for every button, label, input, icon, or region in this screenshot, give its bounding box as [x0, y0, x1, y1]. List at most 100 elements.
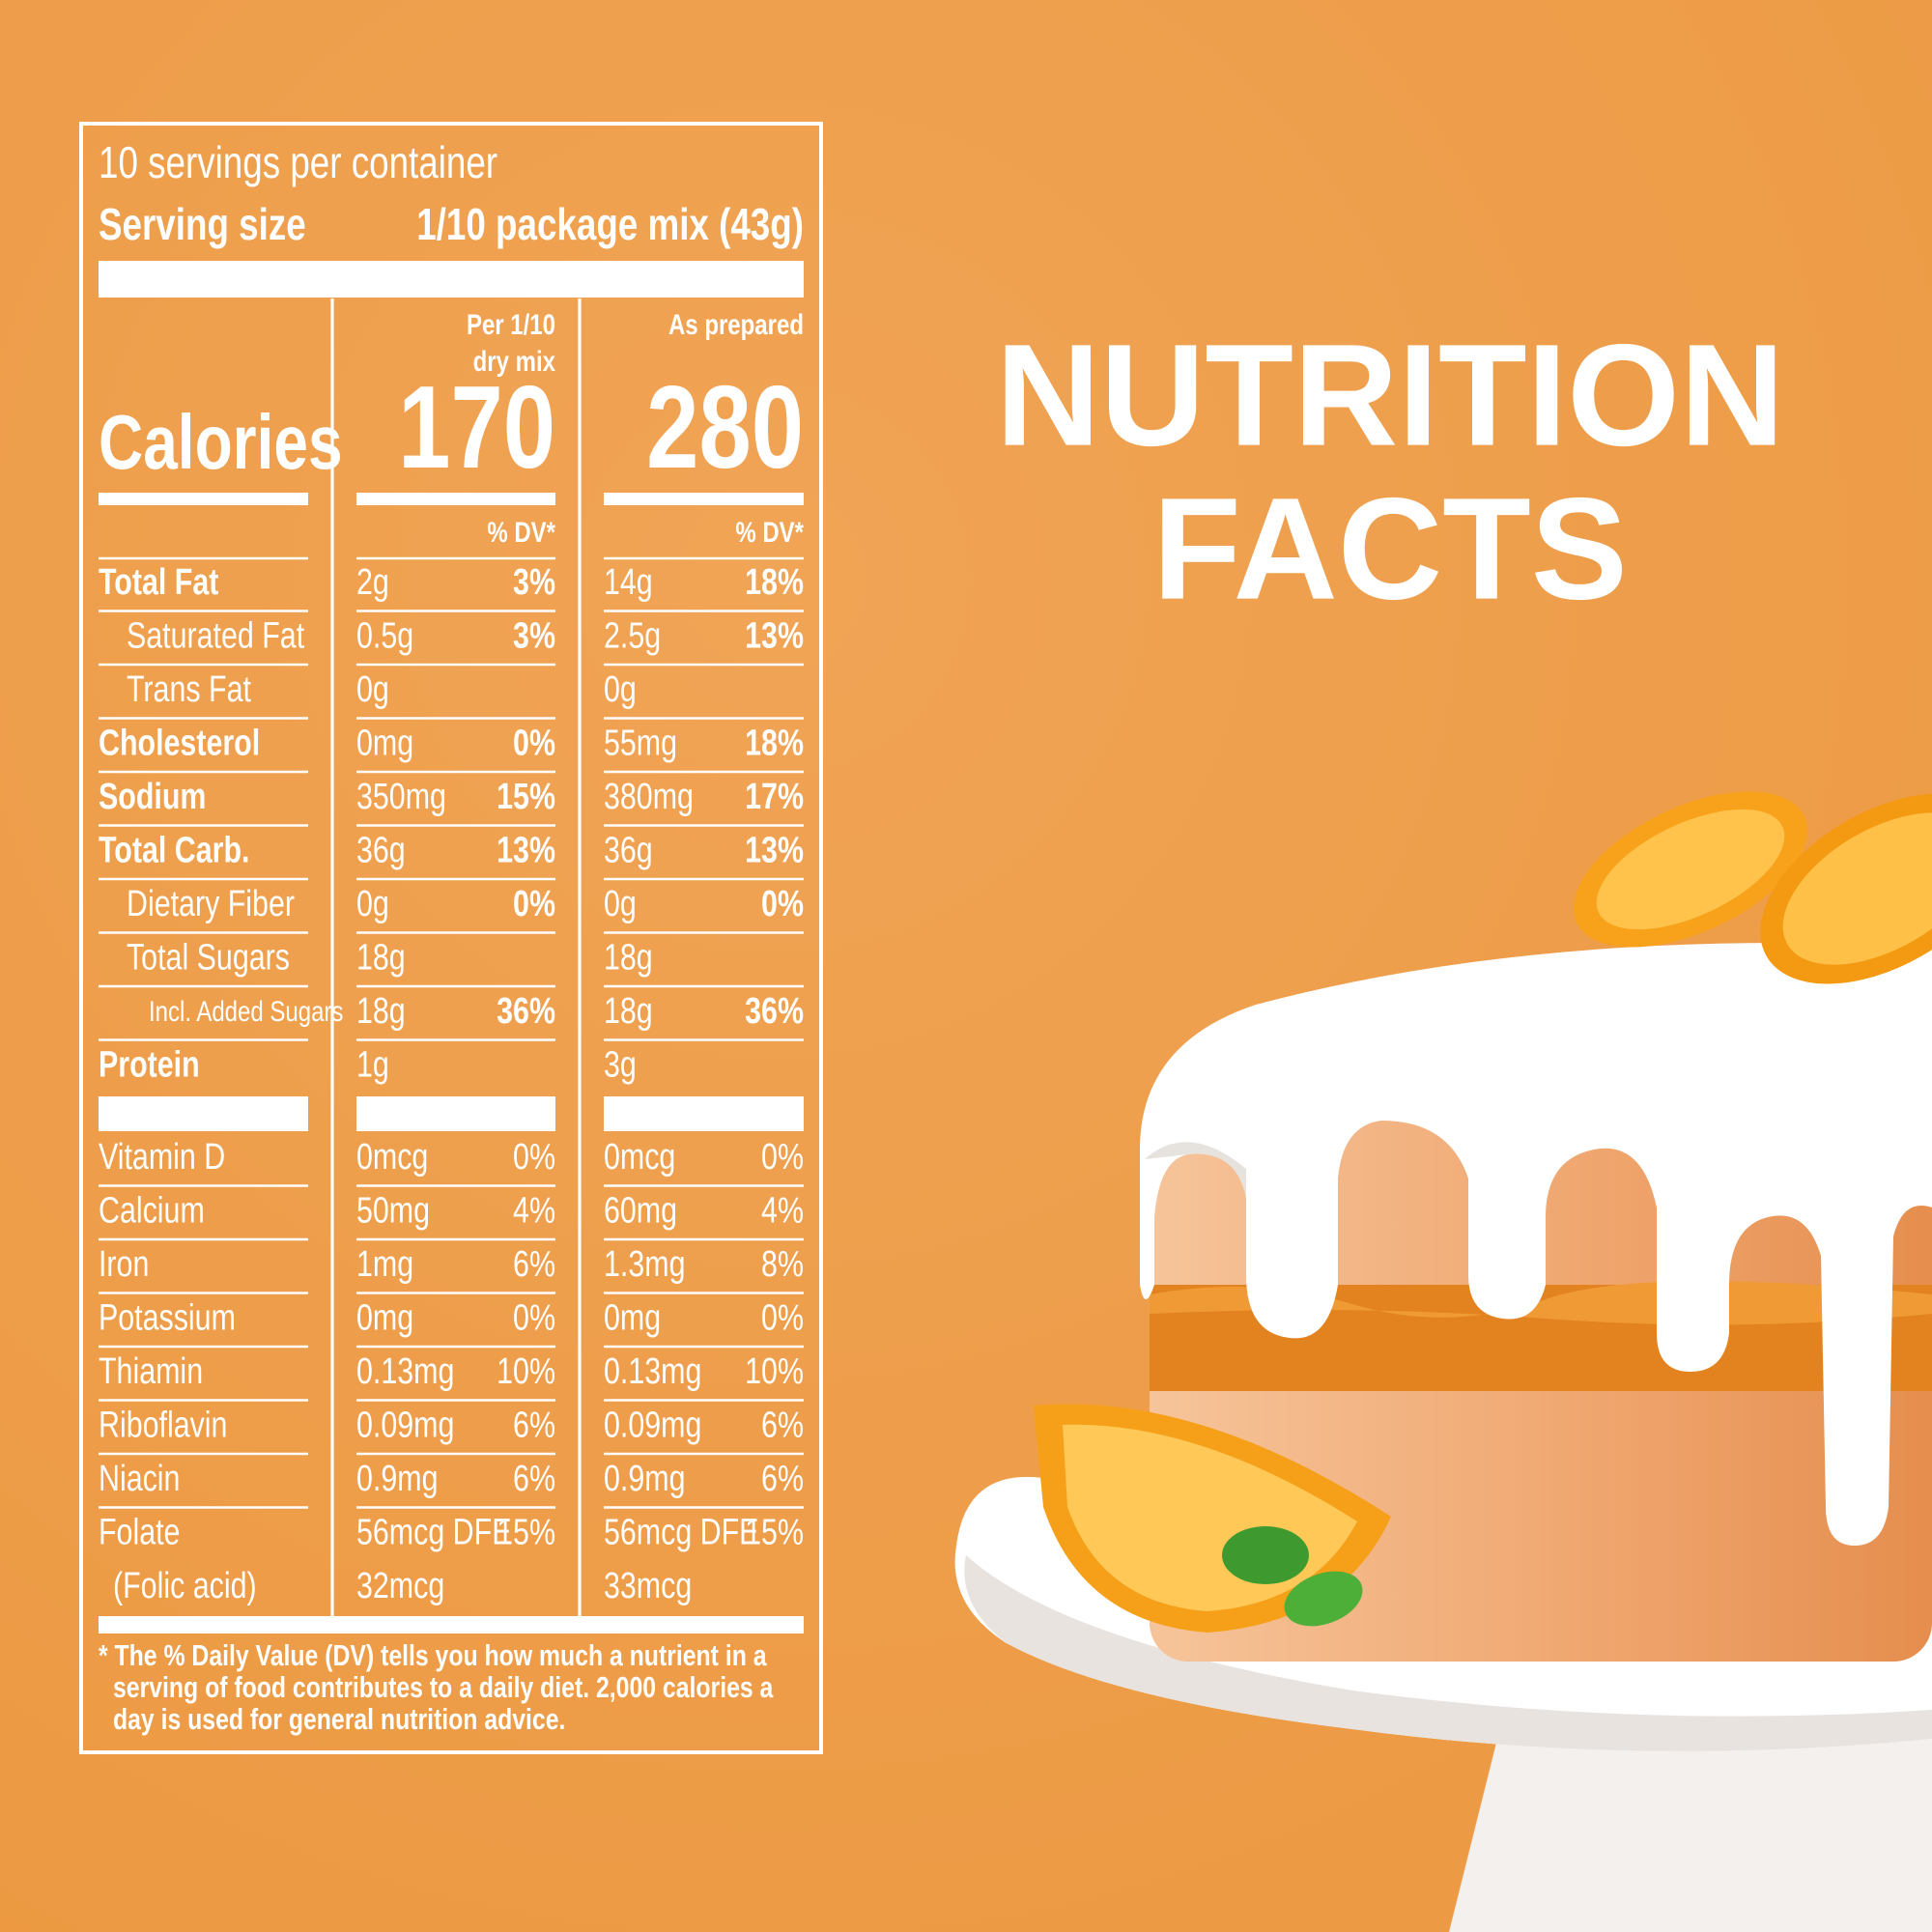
amount: 0mcg — [604, 1137, 675, 1178]
amount: 1mg — [356, 1244, 413, 1285]
nutrient-name: Total Fat — [99, 562, 219, 603]
amount: 0.13mg — [356, 1351, 454, 1392]
nutrient-name: Dietary Fiber — [127, 884, 295, 924]
column-header: dry mix — [473, 344, 555, 377]
thick-bar — [99, 493, 308, 505]
vitamin-name: Folate — [99, 1512, 180, 1552]
daily-value: 3% — [513, 615, 555, 656]
thick-bar — [604, 1096, 804, 1131]
amount: 33mcg — [604, 1566, 692, 1606]
amount: 0g — [356, 669, 389, 710]
dv-header: % DV* — [487, 515, 555, 548]
column-header: Per 1/10 — [467, 307, 555, 340]
footnote-line: * The % Daily Value (DV) tells you how m… — [99, 1639, 767, 1672]
daily-value: 18% — [745, 562, 804, 603]
amount: 0g — [356, 884, 389, 924]
amount: 56mcg DFE — [604, 1512, 758, 1552]
nutrient-name: Protein — [99, 1044, 200, 1085]
daily-value: 0% — [761, 1297, 804, 1338]
daily-value: 10% — [745, 1351, 804, 1392]
amount: 56mcg DFE — [356, 1512, 511, 1552]
daily-value: 13% — [745, 830, 804, 870]
thick-bar — [604, 493, 804, 505]
amount: 0.09mg — [604, 1405, 701, 1445]
servings: 10 servings per container — [99, 137, 497, 187]
amount: 60mg — [604, 1190, 677, 1231]
daily-value: 18% — [745, 723, 804, 763]
nutrient-name: Cholesterol — [99, 723, 260, 763]
vitamin-name: Calcium — [99, 1190, 205, 1231]
amount: 18g — [604, 991, 653, 1032]
amount: 350mg — [356, 777, 446, 817]
nutrient-name: Total Sugars — [127, 937, 290, 978]
daily-value: 6% — [761, 1459, 804, 1499]
nutrient-name: Trans Fat — [127, 669, 251, 710]
daily-value: 6% — [513, 1244, 555, 1285]
amount: 18g — [356, 937, 406, 978]
amount: 0.09mg — [356, 1405, 454, 1445]
cake-illustration — [954, 791, 1932, 1932]
nutrient-name: Total Carb. — [99, 830, 249, 870]
amount: 2g — [356, 562, 389, 603]
daily-value: 15% — [497, 1512, 555, 1552]
daily-value: 6% — [513, 1405, 555, 1445]
heading-line1: NUTRITION — [996, 314, 1785, 476]
column-header: As prepared — [668, 307, 804, 340]
daily-value: 15% — [497, 777, 555, 817]
daily-value: 8% — [761, 1244, 804, 1285]
thick-bar — [99, 1096, 308, 1131]
daily-value: 0% — [513, 884, 555, 924]
nutrient-name: Sodium — [99, 777, 206, 817]
daily-value: 0% — [761, 1137, 804, 1178]
daily-value: 10% — [497, 1351, 555, 1392]
nutrition-label: 10 servings per container Serving size 1/1… — [99, 137, 804, 1736]
daily-value: 0% — [513, 1297, 555, 1338]
nutrient-name: Incl. Added Sugars — [149, 994, 343, 1027]
dv-header: % DV* — [735, 515, 804, 548]
daily-value: 36% — [745, 991, 804, 1032]
daily-value: 6% — [761, 1405, 804, 1445]
nutrient-name: Saturated Fat — [127, 615, 305, 656]
thick-bar — [99, 261, 804, 298]
amount: 36g — [604, 830, 653, 870]
serving-size-value: 1/10 package mix (43g) — [416, 199, 804, 249]
daily-value: 13% — [745, 615, 804, 656]
amount: 50mg — [356, 1190, 430, 1231]
calories-label: Calories — [99, 399, 343, 485]
amount: 0g — [604, 669, 637, 710]
daily-value: 4% — [761, 1190, 804, 1231]
amount: 1.3mg — [604, 1244, 685, 1285]
calories-value: 170 — [398, 362, 555, 494]
amount: 32mcg — [356, 1566, 444, 1606]
vitamin-name: Riboflavin — [99, 1405, 227, 1445]
amount: 0mcg — [356, 1137, 428, 1178]
amount: 0mg — [356, 1297, 413, 1338]
daily-value: 0% — [513, 723, 555, 763]
amount: 18g — [356, 991, 406, 1032]
calories-value: 280 — [646, 362, 804, 494]
daily-value: 3% — [513, 562, 555, 603]
label-border — [79, 122, 823, 1754]
daily-value: 17% — [745, 777, 804, 817]
amount: 36g — [356, 830, 406, 870]
footnote-line: day is used for general nutrition advice… — [113, 1703, 565, 1736]
daily-value: 0% — [513, 1137, 555, 1178]
daily-value: 0% — [761, 884, 804, 924]
daily-value: 6% — [513, 1459, 555, 1499]
amount: 0g — [604, 884, 637, 924]
vitamin-name: Vitamin D — [99, 1137, 225, 1178]
amount: 380mg — [604, 777, 694, 817]
daily-value: 36% — [497, 991, 555, 1032]
thick-bar — [356, 1096, 555, 1131]
thick-bar — [99, 1616, 804, 1634]
amount: 0.9mg — [604, 1459, 685, 1499]
footnote-line: serving of food contributes to a daily d… — [113, 1671, 774, 1704]
vitamin-name: Niacin — [99, 1459, 180, 1499]
vitamin-sub-name: (Folic acid) — [113, 1566, 257, 1606]
amount: 0mg — [356, 723, 413, 763]
daily-value: 4% — [513, 1190, 555, 1231]
thick-bar — [356, 493, 555, 505]
amount: 0.9mg — [356, 1459, 438, 1499]
